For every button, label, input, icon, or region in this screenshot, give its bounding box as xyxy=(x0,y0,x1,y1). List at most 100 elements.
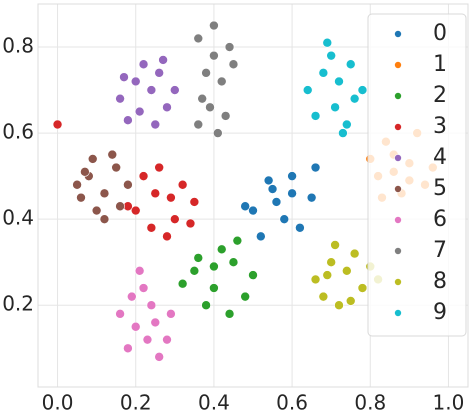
legend-marker xyxy=(394,92,402,100)
point xyxy=(220,111,231,121)
point xyxy=(295,222,305,233)
point xyxy=(177,179,188,190)
point xyxy=(91,205,102,216)
point xyxy=(142,334,153,345)
point xyxy=(119,72,129,82)
point xyxy=(287,171,297,181)
point xyxy=(228,59,239,70)
point xyxy=(338,128,348,138)
legend-box xyxy=(367,13,467,337)
legend-marker xyxy=(394,309,402,317)
point xyxy=(271,197,282,207)
point xyxy=(310,274,321,285)
point xyxy=(267,184,278,194)
legend-marker xyxy=(394,123,402,131)
point xyxy=(170,85,180,95)
point xyxy=(197,93,207,104)
point xyxy=(154,162,164,173)
point xyxy=(115,93,125,104)
point xyxy=(228,257,239,268)
point xyxy=(107,149,118,160)
point xyxy=(138,283,149,293)
point xyxy=(306,192,317,203)
y-tick-label: 0.8 xyxy=(2,34,34,58)
point xyxy=(134,106,145,117)
point xyxy=(76,192,86,203)
point xyxy=(146,300,157,311)
legend-marker xyxy=(394,247,402,255)
point xyxy=(318,291,329,302)
point xyxy=(127,291,137,302)
point xyxy=(185,218,196,229)
point xyxy=(342,266,352,276)
point xyxy=(146,85,157,95)
point xyxy=(123,115,133,125)
legend-label: 6 xyxy=(433,207,447,232)
point xyxy=(80,167,90,177)
point xyxy=(150,317,161,328)
legend-label: 8 xyxy=(433,269,447,294)
point xyxy=(150,188,161,199)
legend-label: 9 xyxy=(433,300,447,325)
point xyxy=(213,128,223,138)
legend-marker xyxy=(394,30,402,38)
point xyxy=(330,240,340,250)
point xyxy=(349,248,360,259)
point xyxy=(162,334,172,345)
point xyxy=(193,33,204,44)
point xyxy=(138,59,149,70)
point xyxy=(166,192,176,203)
point xyxy=(302,85,313,95)
point xyxy=(216,244,227,255)
point xyxy=(111,162,121,173)
point xyxy=(193,253,204,263)
legend-label: 3 xyxy=(433,114,447,139)
point xyxy=(123,343,133,354)
point xyxy=(189,266,200,276)
legend-marker xyxy=(394,154,402,162)
legend-label: 4 xyxy=(433,145,447,170)
y-tick-label: 0.6 xyxy=(2,120,34,144)
legend-marker xyxy=(394,216,402,224)
point xyxy=(248,270,258,280)
point xyxy=(87,154,98,164)
y-tick-label: 0.2 xyxy=(2,292,34,316)
point xyxy=(334,76,344,87)
point xyxy=(224,309,235,319)
x-tick-label: 0.0 xyxy=(42,391,74,414)
point xyxy=(224,42,235,52)
point xyxy=(130,321,141,332)
point xyxy=(134,266,145,276)
point xyxy=(322,37,333,48)
legend-label: 1 xyxy=(433,52,447,77)
point xyxy=(357,283,368,293)
point xyxy=(326,50,336,61)
point xyxy=(154,68,164,78)
point xyxy=(154,352,164,362)
point xyxy=(52,119,63,130)
point xyxy=(263,175,274,186)
point xyxy=(334,300,344,311)
point xyxy=(342,119,352,130)
point xyxy=(349,93,360,104)
point xyxy=(240,291,250,302)
point xyxy=(232,235,243,246)
point xyxy=(216,76,227,87)
legend-marker xyxy=(394,278,402,286)
point xyxy=(345,59,356,70)
legend-marker xyxy=(394,185,402,193)
point xyxy=(166,309,176,319)
point xyxy=(209,50,219,61)
point xyxy=(209,283,219,293)
point xyxy=(326,257,336,268)
legend-label: 7 xyxy=(433,238,447,263)
point xyxy=(205,102,215,113)
point xyxy=(150,119,161,130)
point xyxy=(138,171,149,181)
point xyxy=(170,214,180,224)
point xyxy=(115,201,125,212)
legend-label: 2 xyxy=(433,83,447,108)
point xyxy=(123,179,133,190)
point xyxy=(162,231,172,242)
point xyxy=(146,222,157,233)
